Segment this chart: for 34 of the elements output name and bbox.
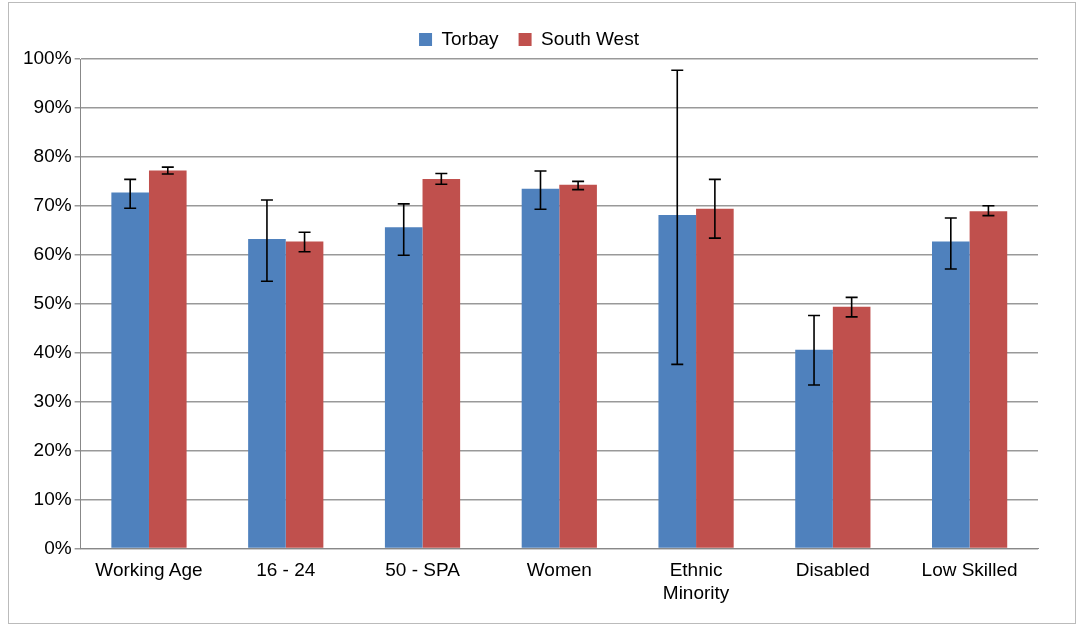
y-tick-label: 90% [33, 96, 72, 118]
bar [795, 349, 833, 548]
y-tick-label: 10% [33, 487, 72, 509]
y-tick-label: 70% [33, 194, 72, 216]
x-tick-label: Ethnic Minority [662, 559, 730, 603]
bar [285, 241, 324, 548]
x-tick-label: Disabled [795, 559, 870, 581]
y-tick-label: 80% [33, 145, 72, 167]
x-tick-label: 50 - SPA [385, 559, 461, 581]
y-tick-label: 30% [33, 389, 72, 411]
bar [559, 184, 597, 548]
bar [969, 211, 1008, 548]
legend-label: South West [541, 27, 640, 49]
legend-label: Torbay [441, 27, 500, 49]
bar [111, 192, 149, 548]
bar [658, 215, 697, 548]
bar [148, 170, 187, 548]
x-tick-label: Women [526, 559, 592, 581]
bar [521, 188, 560, 548]
x-tick-label: Working Age [95, 559, 203, 581]
bar [832, 306, 871, 548]
bar [248, 239, 286, 548]
x-tick-label: Low Skilled [921, 559, 1018, 581]
y-tick-label: 100% [22, 47, 72, 69]
y-tick-label: 40% [33, 340, 72, 362]
bar [422, 178, 461, 548]
y-tick-label: 20% [33, 438, 72, 460]
bar [384, 227, 423, 548]
x-tick-label: 16 - 24 [256, 559, 316, 581]
y-tick-label: 50% [33, 291, 72, 313]
y-tick-label: 0% [44, 536, 72, 558]
bar [932, 241, 970, 548]
bar [696, 208, 734, 548]
y-tick-label: 60% [33, 242, 72, 264]
